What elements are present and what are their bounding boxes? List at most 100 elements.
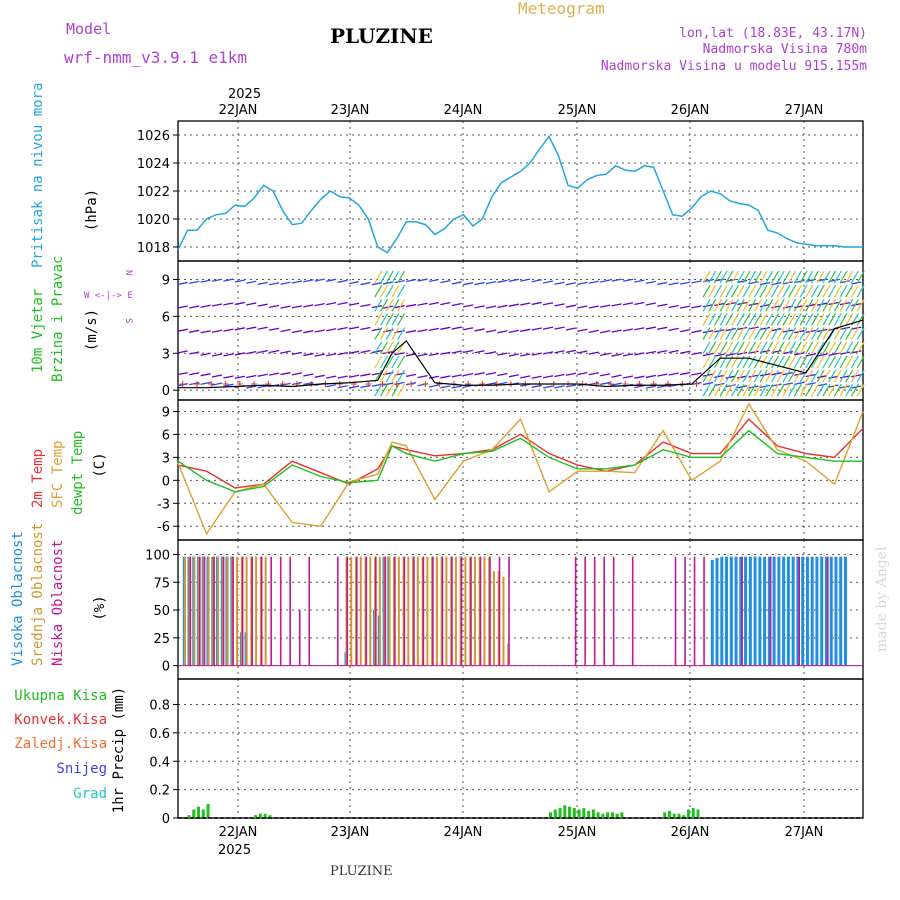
wind-arrow-strong — [759, 284, 768, 298]
precip-bar — [197, 806, 201, 818]
wind-arrow — [177, 281, 188, 286]
wind-arrow — [531, 352, 542, 356]
precip-bar — [201, 809, 205, 818]
precip-bar — [601, 813, 605, 818]
y-tick-label: 25 — [153, 632, 170, 647]
top-day-label: 22JAN — [219, 103, 258, 118]
wind-arrow — [223, 375, 234, 379]
wind-arrow — [268, 304, 280, 309]
wind-arrow — [474, 281, 485, 286]
cloud-bar-high — [729, 556, 733, 666]
wind-arrow-strong — [725, 369, 734, 383]
wind-arrow — [759, 326, 771, 331]
cloud-bar-low — [413, 556, 415, 666]
wind-arrow — [554, 303, 565, 307]
wind-arrow — [417, 374, 428, 379]
wind-arrow — [428, 352, 440, 357]
wind-arrow-strong — [828, 313, 837, 326]
cloud-bar-low — [451, 556, 453, 666]
wind-arrow — [234, 352, 245, 356]
y-tick-label: 1018 — [137, 241, 170, 256]
precip-label-hail: Grad — [73, 786, 107, 802]
wind-arrow-strong — [788, 341, 797, 355]
wind-arrow-strong — [731, 327, 740, 340]
wind-arrow-strong — [702, 383, 711, 397]
wind-arrow — [474, 328, 485, 332]
wind-arrow — [565, 384, 577, 388]
wind-arrow — [531, 384, 542, 388]
wind-arrow-strong — [782, 313, 791, 326]
wind-arrow — [428, 301, 440, 306]
wind-arrow — [577, 281, 588, 286]
wind-label-1: 10m Vjetar — [30, 289, 46, 373]
precip-bar — [568, 806, 572, 818]
wind-arrow — [634, 352, 645, 356]
bottom-day-label: 26JAN — [671, 825, 710, 840]
precip-bar — [263, 813, 267, 818]
wind-arrow — [200, 330, 211, 334]
wind-arrow — [851, 303, 862, 307]
wind-arrow-strong — [822, 341, 831, 355]
y-tick-label: 0.6 — [149, 727, 170, 742]
wind-arrow-strong — [708, 383, 717, 397]
footer-title: PLUZINE — [330, 864, 393, 879]
wind-arrow — [805, 303, 816, 308]
cloud-bar-low — [394, 556, 396, 666]
wind-arrow — [679, 371, 691, 376]
wind-arrow — [611, 382, 622, 386]
wind-arrow — [200, 381, 211, 386]
wind-arrow — [839, 326, 851, 330]
wind-arrow-strong — [391, 298, 400, 312]
cloud-bar-mid — [502, 576, 505, 666]
wind-arrow — [280, 281, 291, 285]
wind-arrow — [474, 350, 485, 354]
wind-arrow — [531, 327, 542, 331]
wind-arrow-strong — [719, 341, 728, 355]
wind-arrow-strong — [742, 270, 751, 284]
model-elevation-text: Nadmorska Visina u modelu 915.155m — [601, 59, 867, 74]
wind-arrow-strong — [725, 298, 734, 312]
wind-arrow-strong — [708, 298, 717, 312]
wind-arrow — [211, 382, 223, 386]
wind-arrow — [200, 279, 211, 283]
wind-arrow-strong — [379, 327, 389, 340]
wind-arrow — [326, 375, 337, 379]
wind-arrow — [611, 303, 622, 307]
cloud-bar-high — [753, 556, 757, 666]
wind-arrow — [383, 350, 394, 355]
wind-arrow — [805, 353, 816, 357]
wind-arrow — [520, 328, 531, 332]
wind-arrow — [497, 352, 508, 356]
wind-arrow — [257, 281, 268, 286]
wind-arrow — [508, 329, 519, 334]
wind-arrow — [531, 301, 542, 306]
cloud-bar-high — [758, 556, 762, 666]
wind-arrow-strong — [748, 355, 757, 369]
cloud-bar-high — [715, 557, 719, 666]
wind-arrow — [600, 304, 611, 308]
wind-arrow — [291, 372, 303, 376]
top-day-label: 23JAN — [331, 103, 370, 118]
wind-arrow-strong — [839, 298, 848, 312]
wind-arrow — [668, 327, 679, 331]
wind-arrow — [691, 329, 702, 334]
wind-arrow-strong — [822, 327, 831, 340]
wind-arrow — [485, 351, 497, 355]
wind-arrow-strong — [374, 383, 383, 397]
wind-arrow-strong — [839, 327, 848, 340]
cloud-bar-high — [829, 556, 833, 666]
wind-arrow — [679, 305, 691, 309]
wind-arrow-strong — [810, 284, 819, 298]
wind-arrow — [828, 352, 839, 356]
wind-arrow-strong — [833, 369, 842, 383]
wind-arrow — [725, 352, 736, 357]
wind-arrow-strong — [782, 284, 791, 298]
wind-arrow-strong — [397, 369, 406, 383]
cloud-bar-low — [460, 556, 463, 666]
wind-arrow — [383, 281, 394, 285]
precip-bar — [553, 809, 557, 818]
wind-arrow — [851, 374, 862, 378]
wind-arrow — [314, 374, 325, 378]
wind-unit: (m/s) — [84, 309, 100, 351]
